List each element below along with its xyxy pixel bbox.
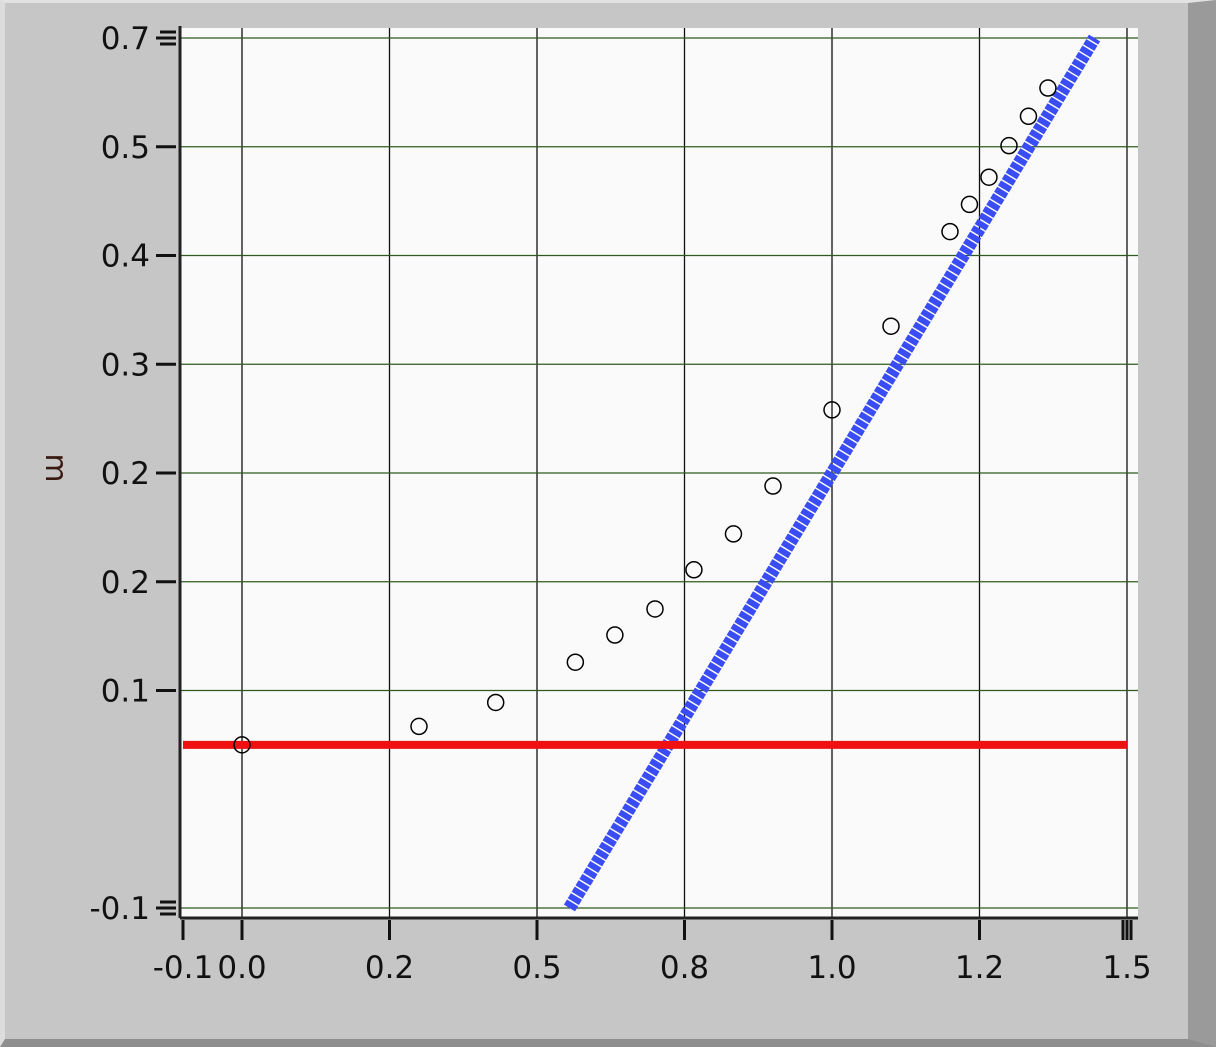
x-tick-label: -0.1: [153, 950, 214, 986]
data-point: [410, 717, 428, 736]
data-point: [823, 401, 841, 419]
x-tick-label: 0.8: [660, 950, 709, 986]
series: [183, 34, 1127, 912]
data-point: [724, 525, 743, 543]
y-tick-label: 0.5: [101, 130, 150, 166]
data-point: [685, 561, 703, 579]
data-point: [1000, 136, 1018, 155]
data-point: [486, 693, 505, 712]
x-tick-label: 1.2: [955, 950, 1004, 986]
data-point: [646, 600, 664, 618]
y-tick-label: 0.4: [101, 239, 150, 275]
grid: [180, 28, 1138, 918]
x-tick-label: 0.2: [365, 950, 414, 986]
data-point: [980, 168, 998, 186]
y-tick-label: 0.3: [101, 347, 150, 383]
data-point: [1019, 107, 1038, 126]
fit-line: [563, 34, 1101, 912]
x-tick-label: 1.0: [807, 950, 856, 986]
data-point: [764, 477, 782, 495]
y-tick-label: 0.1: [101, 674, 150, 710]
x-tick-label: 0.5: [512, 950, 561, 986]
data-point: [960, 195, 979, 214]
data-point: [1039, 79, 1057, 97]
y-tick-label: 0.2: [101, 565, 150, 601]
y-tick-label: 0.2: [101, 456, 150, 492]
data-point: [941, 222, 959, 241]
x-tick-label: 1.5: [1102, 950, 1151, 986]
y-tick-label: -0.1: [90, 891, 151, 927]
y-tick-label: 0.7: [101, 21, 150, 57]
data-point: [606, 626, 624, 644]
axes: [156, 26, 1138, 940]
labels: -0.10.10.20.20.30.40.50.7-0.1 0.0 0.2 0.5 0.…: [90, 21, 1152, 986]
x-tick-label: 0.0: [217, 950, 266, 986]
y-axis-title: m: [38, 453, 73, 482]
data-point: [882, 317, 900, 335]
data-point: [233, 736, 251, 754]
data-point: [566, 653, 585, 671]
